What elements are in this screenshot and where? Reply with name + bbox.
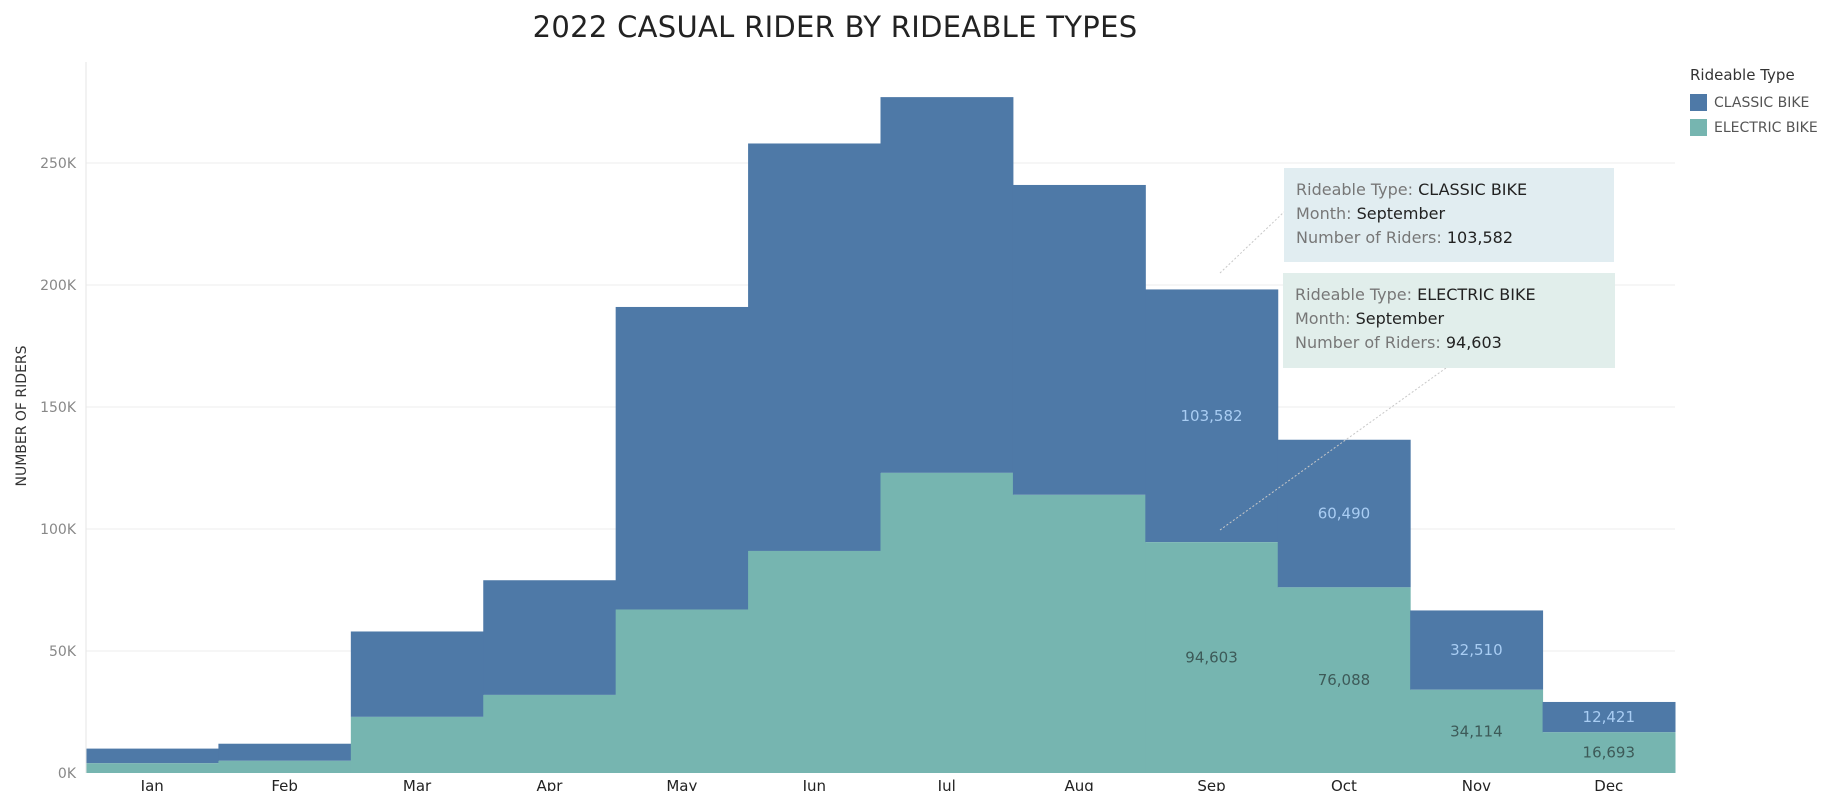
tooltip-type-value: ELECTRIC BIKE [1417,285,1536,304]
bar-classic-jul[interactable] [880,97,1014,473]
y-tick-label: 50K [49,644,77,660]
tooltip-month-key: Month: [1295,309,1356,328]
bar-classic-jun[interactable] [748,143,881,551]
tooltip-riders-value: 94,603 [1445,333,1502,352]
data-label-classic-nov: 32,510 [1450,641,1503,659]
tooltip-type-key: Rideable Type: [1296,180,1419,199]
y-axis-label: NUMBER OF RIDERS [14,345,30,486]
bar-classic-apr[interactable] [483,580,617,695]
tooltip-riders-value: 103,582 [1446,228,1513,247]
x-tick-label: Jun [802,777,826,791]
bar-electric-nov[interactable] [1410,689,1544,773]
bar-electric-mar[interactable] [350,716,484,773]
x-tick-label: May [666,777,697,791]
legend: Rideable Type CLASSIC BIKE ELECTRIC BIKE [1690,66,1818,140]
y-tick-label: 250K [40,156,77,172]
bar-classic-mar[interactable] [350,631,484,717]
data-label-classic-dec: 12,421 [1583,708,1636,726]
bar-classic-dec[interactable] [1542,701,1676,733]
legend-label-classic-bike: CLASSIC BIKE [1714,94,1810,111]
data-label-classic-oct: 60,490 [1318,505,1371,523]
x-tick-label: Mar [403,777,432,791]
chart-title: 2022 CASUAL RIDER BY RIDEABLE TYPES [532,10,1138,44]
bar-electric-dec[interactable] [1542,732,1676,773]
legend-item-classic-bike[interactable]: CLASSIC BIKE [1690,90,1818,115]
tooltip-leader-classic [1219,211,1285,274]
tooltip-type-key: Rideable Type: [1295,285,1418,304]
bar-electric-aug[interactable] [1012,494,1146,773]
legend-swatch-electric-bike [1690,119,1707,136]
bar-electric-jan[interactable] [86,763,219,773]
bar-electric-feb[interactable] [218,760,352,773]
bar-classic-oct[interactable] [1277,439,1411,588]
legend-item-electric-bike[interactable]: ELECTRIC BIKE [1690,115,1818,140]
bar-classic-may[interactable] [615,306,749,610]
data-label-electric-dec: 16,693 [1583,744,1636,762]
x-tick-label: Jul [937,777,956,791]
y-tick-label: 200K [40,278,77,294]
legend-title: Rideable Type [1690,66,1795,84]
tooltip-riders-key: Number of Riders: [1295,333,1446,352]
bar-classic-jan[interactable] [86,748,219,764]
data-label-classic-sep: 103,582 [1181,407,1243,425]
x-tick-label: Feb [271,777,298,791]
bar-electric-may[interactable] [615,609,749,773]
bar-electric-jul[interactable] [880,472,1014,773]
tooltip-type-value: CLASSIC BIKE [1418,180,1528,199]
y-tick-label: 100K [40,522,77,538]
legend-label-electric-bike: ELECTRIC BIKE [1714,119,1818,136]
tooltip-month-value: September [1356,204,1446,223]
bar-electric-oct[interactable] [1277,587,1411,773]
data-label-electric-nov: 34,114 [1450,722,1503,740]
x-tick-label: Nov [1462,777,1491,791]
tooltip-month-key: Month: [1296,204,1357,223]
bar-classic-feb[interactable] [218,743,352,761]
bar-electric-sep[interactable] [1145,542,1279,773]
x-tick-label: Apr [536,777,563,791]
data-label-electric-oct: 76,088 [1318,671,1371,689]
tooltip-classic-bike: Rideable Type: CLASSIC BIKE Month: Septe… [1284,168,1614,262]
legend-swatch-classic-bike [1690,94,1707,111]
y-tick-label: 150K [40,400,77,416]
bar-classic-sep[interactable] [1145,289,1279,543]
bar-classic-aug[interactable] [1012,184,1146,495]
bar-classic-nov[interactable] [1410,610,1544,690]
data-label-electric-sep: 94,603 [1185,649,1238,667]
x-tick-label: Aug [1064,777,1093,791]
tooltip-electric-bike: Rideable Type: ELECTRIC BIKE Month: Sept… [1283,273,1615,368]
tooltip-riders-key: Number of Riders: [1296,228,1447,247]
x-tick-label: Jan [140,777,164,791]
bar-electric-jun[interactable] [748,550,881,773]
tooltip-month-value: September [1355,309,1445,328]
x-tick-label: Oct [1331,777,1357,791]
x-tick-label: Dec [1594,777,1623,791]
bar-electric-apr[interactable] [483,694,617,773]
x-tick-label: Sep [1197,777,1225,791]
y-tick-label: 0K [58,766,77,782]
